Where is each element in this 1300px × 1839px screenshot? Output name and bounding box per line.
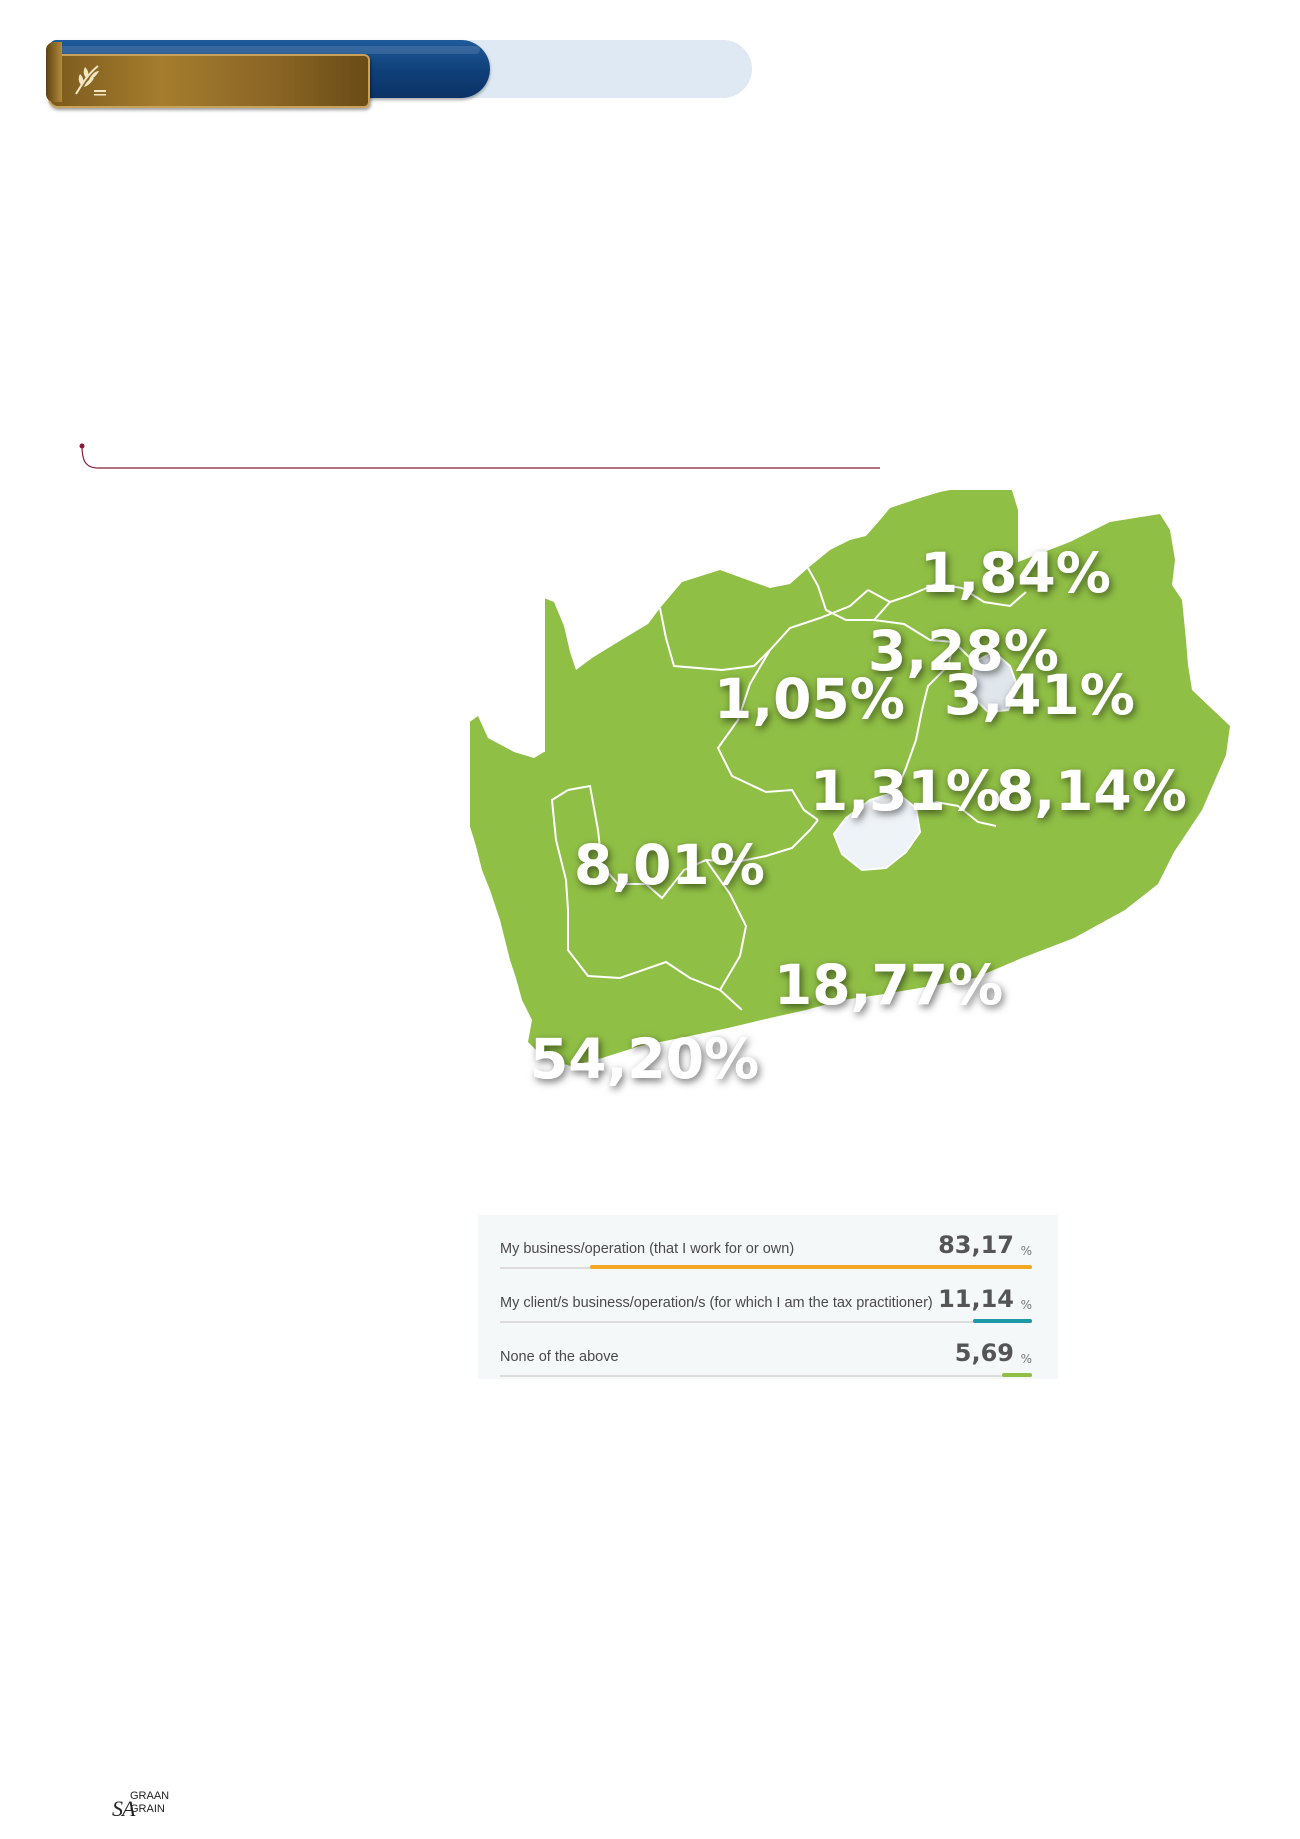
map-land [470,490,1230,1066]
result-unit: % [1020,1352,1032,1366]
south-africa-map: 1,84% 3,28% 3,41% 1,05% 1,31% 8,14% 8,01… [470,490,1230,1091]
map-label-limpopo: 1,84% [920,541,1111,605]
result-row: My client/s business/operation/s (for wh… [494,1271,1054,1323]
section-divider [79,443,880,469]
map-value-labels: 1,84% 3,28% 3,41% 1,05% 1,31% 8,14% 8,01… [530,541,1187,1091]
logo-grain-text: GRAIN [130,1803,165,1815]
map-label-mpumalanga: 3,41% [944,663,1135,727]
result-track [500,1321,1032,1323]
result-row: None of the above 5,69 % [494,1325,1054,1377]
result-value: 83,17 [938,1231,1014,1259]
map-label-western-cape: 54,20% [530,1027,759,1091]
result-label: None of the above [500,1349,619,1365]
province-borders [543,567,1027,1011]
result-value: 5,69 [954,1339,1014,1367]
map-label-kwazulu-natal: 8,14% [996,759,1187,823]
wheat-icon [75,65,106,96]
result-label: My business/operation (that I work for o… [500,1241,795,1257]
map-label-eastern-cape: 18,77% [774,953,1003,1017]
result-bar [590,1265,1032,1269]
result-bar [973,1319,1032,1323]
result-label: My client/s business/operation/s (for wh… [500,1295,933,1311]
logo-graan-text: GRAAN [130,1790,170,1802]
map-label-free-state: 1,31% [810,759,1001,823]
result-unit: % [1020,1244,1032,1258]
header-banner-gold-tab [48,54,370,108]
result-unit: % [1020,1298,1032,1312]
results-table: My business/operation (that I work for o… [478,1215,1058,1379]
map-label-gauteng: 3,28% [868,619,1059,683]
logo-sa-text: SA [112,1796,135,1821]
result-bar [1002,1373,1032,1377]
sa-grain-logo: SA GRAAN GRAIN [112,1790,182,1821]
map-label-northern-cape: 8,01% [574,833,765,897]
result-row: My business/operation (that I work for o… [494,1217,1054,1269]
header-banner-highlight [60,46,480,54]
map-label-north-west: 1,05% [714,667,905,731]
result-value: 11,14 [938,1285,1014,1313]
header-banner-curl [46,42,62,102]
result-track [500,1375,1032,1377]
